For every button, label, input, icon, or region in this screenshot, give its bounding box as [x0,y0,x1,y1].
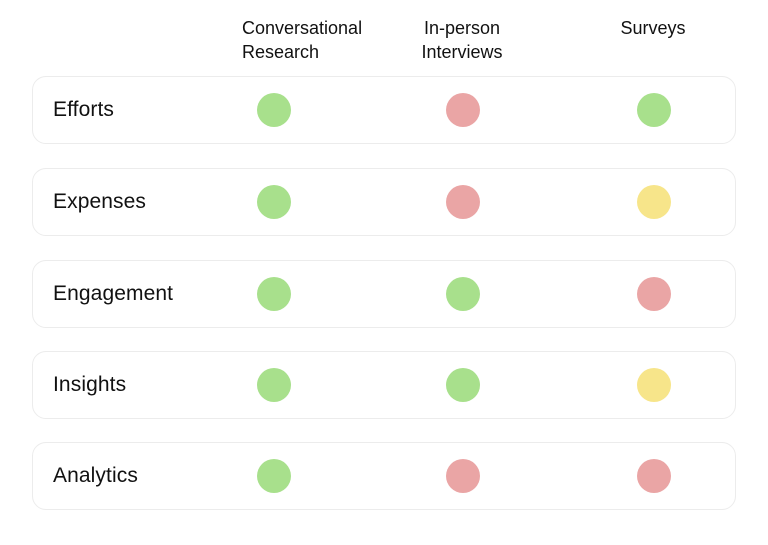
rating-dot [446,93,480,127]
table-row-efforts: Efforts [32,76,736,144]
row-label: Analytics [53,464,138,487]
rating-dot [257,368,291,402]
rating-dot [257,277,291,311]
table-row-expenses: Expenses [32,168,736,236]
column-header-conversational-research: Conversational Research [242,18,363,62]
row-label: Engagement [53,282,174,305]
column-header-surveys: Surveys [620,18,686,38]
table-row-analytics: Analytics [32,442,736,510]
rating-dot [637,185,671,219]
rating-dot [446,368,480,402]
row-label: Expenses [53,190,147,213]
rating-dot [637,368,671,402]
table-row-engagement: Engagement [32,260,736,328]
column-header-in-person-interviews: In-person Interviews [421,18,503,62]
table-row-insights: Insights [32,351,736,419]
rating-dot [637,277,671,311]
rating-dot [257,93,291,127]
rating-dot [257,185,291,219]
rating-dot [446,277,480,311]
rating-dot [257,459,291,493]
rating-dot [446,185,480,219]
rating-dot [446,459,480,493]
rating-dot [637,93,671,127]
row-label: Efforts [53,98,115,121]
rating-dot [637,459,671,493]
row-label: Insights [53,373,127,396]
